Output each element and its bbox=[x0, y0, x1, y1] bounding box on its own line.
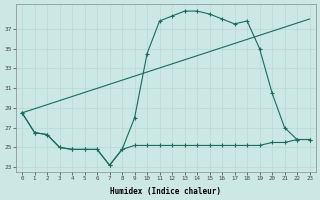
X-axis label: Humidex (Indice chaleur): Humidex (Indice chaleur) bbox=[110, 187, 221, 196]
